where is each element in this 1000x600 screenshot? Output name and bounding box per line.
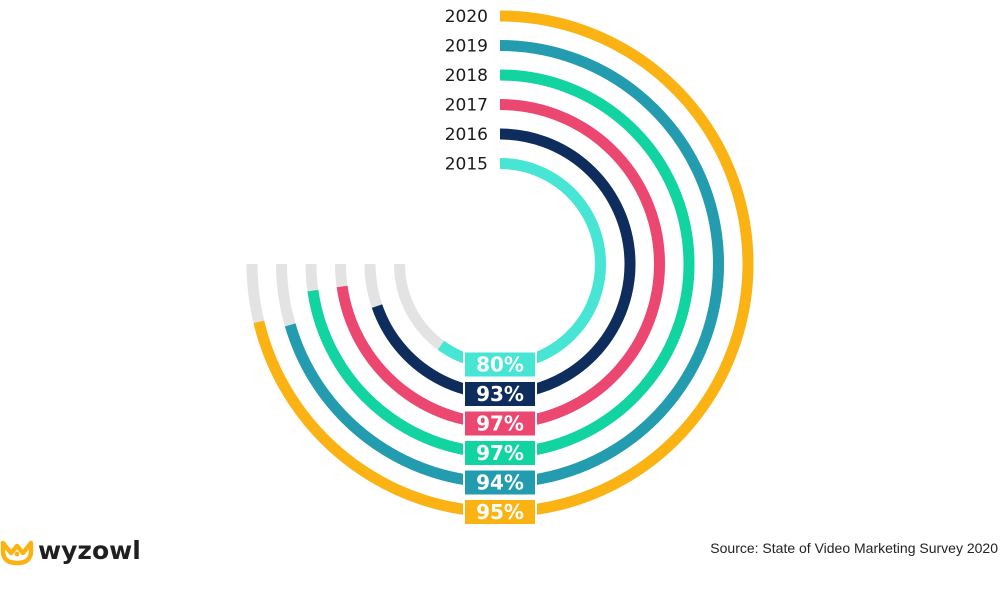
value-badge-2020: 95% xyxy=(463,498,537,526)
value-label-2018: 97% xyxy=(476,441,524,465)
arc-2019 xyxy=(284,40,725,488)
value-badge-2019: 94% xyxy=(463,468,537,497)
year-label-2018: 2018 xyxy=(445,66,488,86)
value-label-2020: 95% xyxy=(476,500,524,524)
arc-2015 xyxy=(437,158,606,370)
arc-2016 xyxy=(371,128,636,400)
arc-2020 xyxy=(253,10,754,518)
value-badge-bg-2017 xyxy=(463,409,537,438)
value-badge-2018: 97% xyxy=(463,439,537,467)
value-badge-bg-2019 xyxy=(463,468,537,497)
value-badge-2017: 97% xyxy=(463,409,537,438)
value-badge-bg-2015 xyxy=(463,350,537,379)
value-label-2017: 97% xyxy=(476,412,524,436)
value-badge-bg-2020 xyxy=(463,498,537,526)
value-badge-bg-2018 xyxy=(463,439,537,467)
source-note: Source: State of Video Marketing Survey … xyxy=(710,540,998,556)
wyzowl-logo: wyzowl xyxy=(0,532,141,568)
year-label-2016: 2016 xyxy=(445,125,488,145)
value-badge-2015: 80% xyxy=(463,350,537,379)
arc-2018 xyxy=(307,69,695,459)
value-label-2019: 94% xyxy=(476,471,524,495)
arc-2017 xyxy=(336,99,665,429)
wyzowl-owl-icon xyxy=(0,540,34,566)
year-label-2019: 2019 xyxy=(445,37,488,57)
year-label-2020: 2020 xyxy=(445,7,488,27)
value-label-2016: 93% xyxy=(476,382,524,406)
year-label-2017: 2017 xyxy=(445,96,488,116)
value-badge-2016: 93% xyxy=(463,380,537,408)
year-label-2015: 2015 xyxy=(445,155,488,175)
value-badge-bg-2016 xyxy=(463,380,537,408)
brand-name: wyzowl xyxy=(38,535,141,565)
value-label-2015: 80% xyxy=(476,353,524,377)
